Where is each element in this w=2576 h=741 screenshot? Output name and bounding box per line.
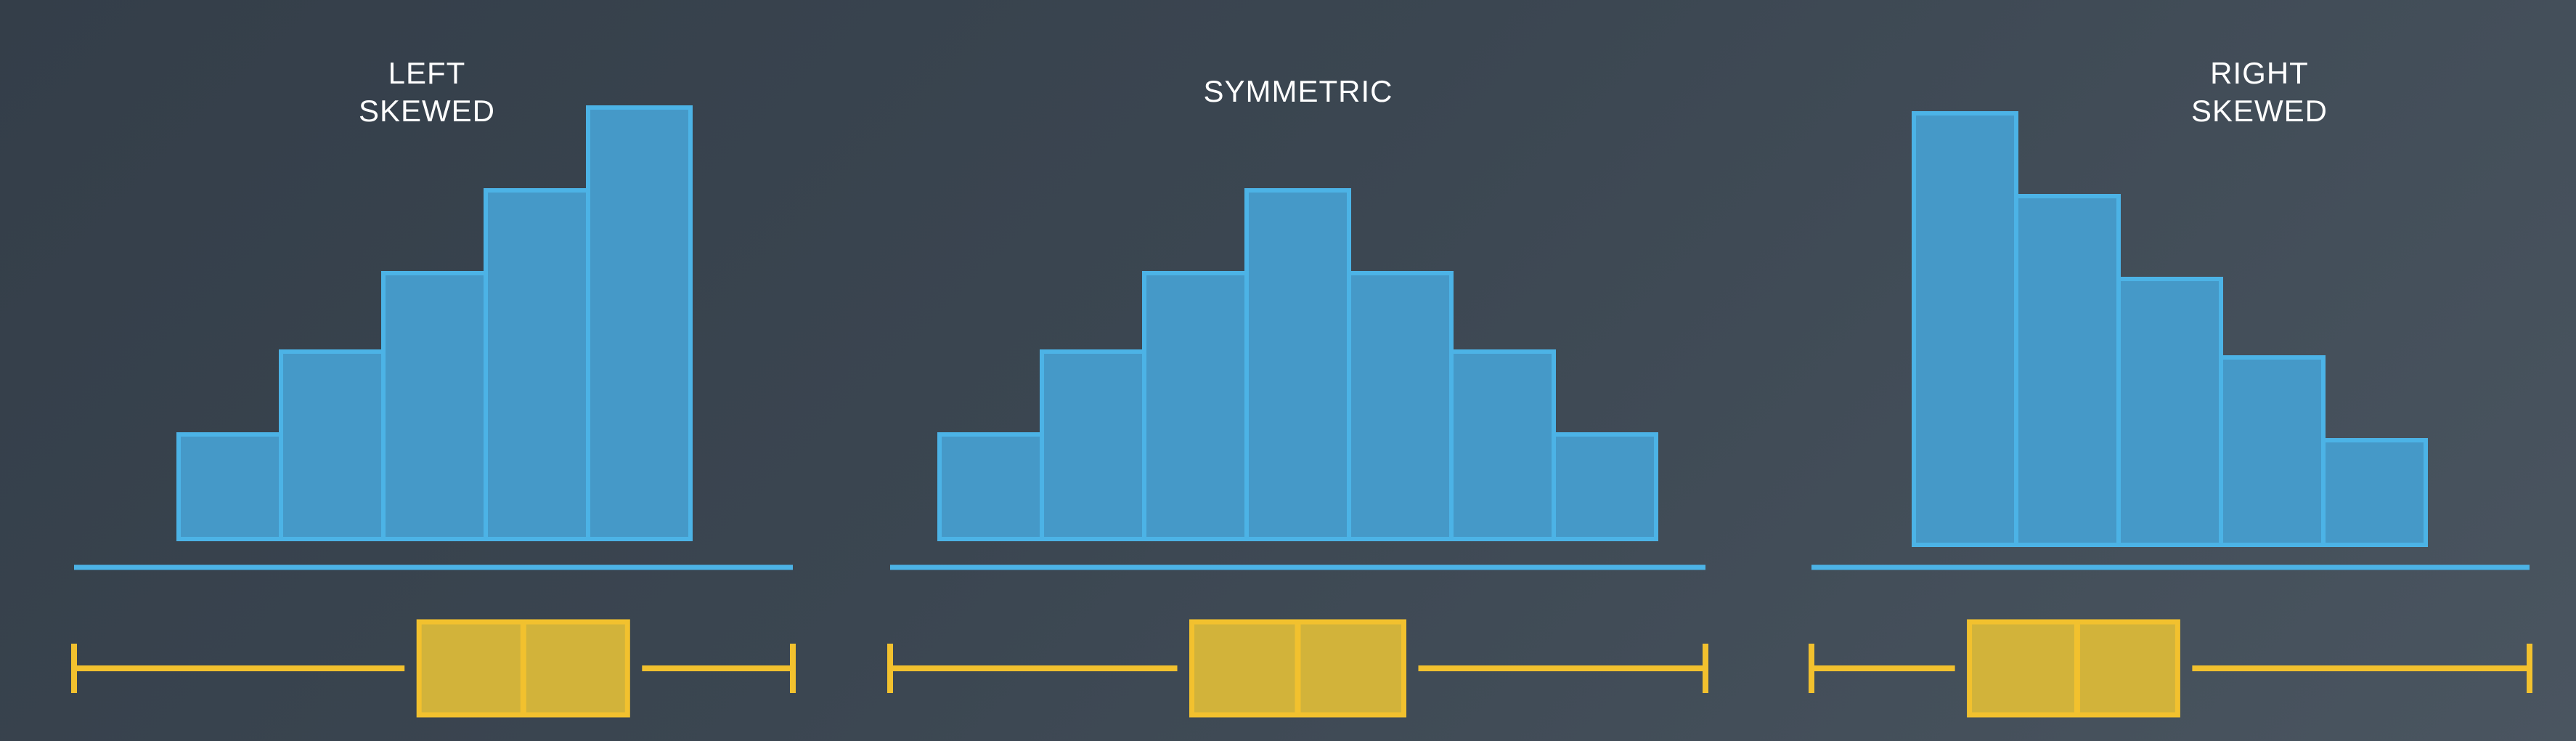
- histogram-bar-left-skewed-4: [484, 188, 590, 541]
- histogram-bar-right-skewed-2: [2014, 194, 2121, 547]
- histogram-bar-symmetric-4: [1244, 188, 1351, 541]
- histogram-bar-right-skewed-4: [2219, 355, 2326, 547]
- panel-title-right-skewed: RIGHT SKEWED: [2190, 56, 2328, 128]
- histogram-bar-left-skewed-1: [176, 432, 283, 541]
- histogram-bar-right-skewed-1: [1912, 111, 2018, 547]
- histogram-bar-left-skewed-2: [279, 349, 386, 541]
- histogram-bar-symmetric-5: [1347, 271, 1454, 541]
- panel-title-symmetric: SYMMETRIC: [1203, 74, 1393, 108]
- histogram-bar-right-skewed-3: [2116, 277, 2223, 547]
- histogram-bar-symmetric-2: [1040, 349, 1146, 541]
- histogram-bar-symmetric-7: [1552, 432, 1658, 541]
- histogram-bar-symmetric-1: [937, 432, 1044, 541]
- histogram-bar-left-skewed-5: [586, 105, 693, 541]
- histogram-bar-symmetric-6: [1449, 349, 1556, 541]
- boxplot-box-right-skewed: [1967, 619, 2180, 718]
- histogram-bar-left-skewed-3: [381, 271, 488, 541]
- histogram-bar-symmetric-3: [1142, 271, 1249, 541]
- panel-title-left-skewed: LEFT SKEWED: [358, 56, 496, 128]
- histogram-bar-right-skewed-5: [2321, 438, 2428, 547]
